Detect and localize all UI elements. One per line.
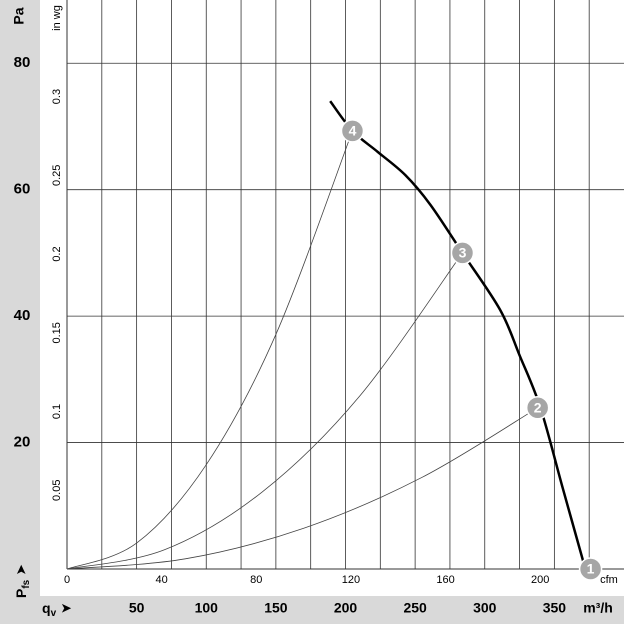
system-curve xyxy=(66,130,353,570)
x-tick-label: 250 xyxy=(403,600,427,616)
operating-point xyxy=(525,396,550,420)
symbol-arrow: ➤ xyxy=(61,601,72,615)
symbol-subscript: v xyxy=(51,608,57,619)
system-curve xyxy=(66,252,463,570)
y2-tick-label: 0.25 xyxy=(51,165,63,186)
x2-tick-label: 0 xyxy=(64,574,70,586)
x-unit: m³/h xyxy=(583,600,613,616)
x-tick-label: 200 xyxy=(334,600,358,616)
x-tick-label: 350 xyxy=(543,600,567,616)
operating-point xyxy=(450,241,475,265)
y2-tick-label: 0.05 xyxy=(51,480,63,501)
y-tick-label: 80 xyxy=(14,54,31,71)
y-tick-label: 20 xyxy=(14,434,31,451)
y-tick-label: 60 xyxy=(14,181,31,198)
operating-point xyxy=(340,119,365,143)
symbol-letter: P xyxy=(13,589,29,598)
y2-unit: in wg xyxy=(51,5,63,31)
operating-point xyxy=(578,557,603,581)
axis-symbol: qv ➤ xyxy=(42,600,72,619)
x-tick-label: 300 xyxy=(473,600,497,616)
y2-tick-label: 0.3 xyxy=(51,89,63,104)
symbol-letter: q xyxy=(42,600,51,616)
symbol-arrow: ➤ xyxy=(14,564,28,575)
y2-tick-label: 0.15 xyxy=(51,322,63,343)
axis-symbol: Pfs ➤ xyxy=(13,564,32,598)
y-tick-label: 40 xyxy=(14,307,31,324)
y2-tick-label: 0.1 xyxy=(51,404,63,419)
point-label: 1 xyxy=(587,561,595,577)
point-label: 2 xyxy=(534,399,542,415)
y-unit: Pa xyxy=(11,7,27,24)
symbol-subscript: fs xyxy=(21,579,32,588)
x2-tick-label: 40 xyxy=(156,574,168,586)
bottom-band xyxy=(0,596,624,624)
x2-tick-label: 200 xyxy=(531,574,549,586)
point-label: 4 xyxy=(349,123,357,139)
x-tick-label: 150 xyxy=(264,600,288,616)
x-tick-label: 100 xyxy=(195,600,219,616)
point-label: 3 xyxy=(459,245,467,261)
y2-tick-label: 0.2 xyxy=(51,246,63,261)
system-curve xyxy=(66,407,538,570)
x-tick-label: 50 xyxy=(129,600,145,616)
x2-tick-label: 80 xyxy=(250,574,262,586)
left-band xyxy=(0,0,40,596)
x2-unit: cfm xyxy=(600,574,618,586)
x2-tick-label: 160 xyxy=(436,574,454,586)
x2-tick-label: 120 xyxy=(342,574,360,586)
